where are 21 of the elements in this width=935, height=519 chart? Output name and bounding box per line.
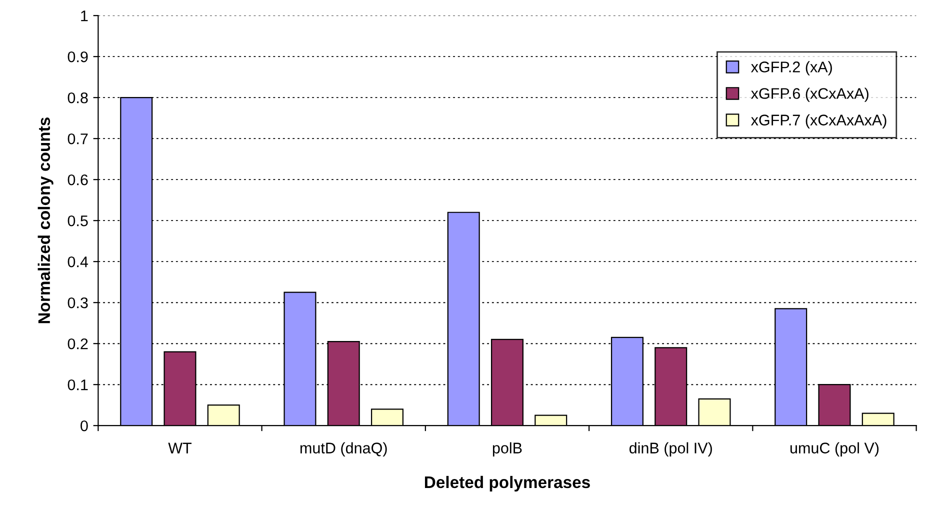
y-tick-label: 0.7: [68, 133, 88, 144]
y-tick-label: 0.5: [68, 215, 88, 226]
x-tick-label: polB: [492, 442, 522, 456]
y-tick-label: 1: [81, 10, 88, 22]
y-tick-label: 0.1: [68, 379, 88, 390]
y-tick-label: 0.2: [68, 338, 88, 350]
legend-label: xGFP.7 (xCxAxAxA): [750, 114, 886, 128]
y-tick-label: 0: [80, 420, 88, 432]
x-tick-label: dinB (pol IV): [629, 442, 712, 456]
legend-label: xGFP.6 (xCxAxA): [750, 88, 868, 102]
y-tick-label: 0.3: [68, 297, 88, 308]
y-tick-label: 0.9: [68, 51, 88, 62]
x-tick-label: umuC (pol V): [790, 442, 879, 456]
y-tick-label: 0.6: [68, 174, 88, 186]
x-tick-label: mutD (dnaQ): [300, 442, 387, 456]
x-axis-title: Deleted polymerases: [424, 476, 590, 492]
x-tick-label: WT: [168, 442, 192, 454]
y-axis-title: Normalized colony counts: [38, 118, 54, 324]
legend-label: xGFP.2 (xA): [750, 61, 832, 76]
y-tick-label: 0.4: [68, 256, 88, 268]
y-tick-label: 0.8: [68, 92, 88, 104]
